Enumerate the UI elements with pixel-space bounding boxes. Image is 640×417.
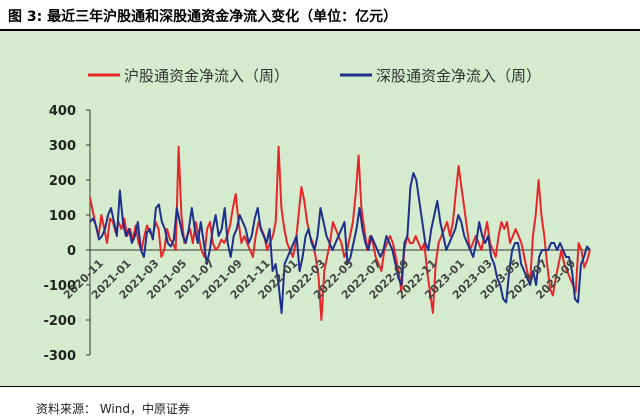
y-tick-label: 200: [49, 174, 76, 189]
title-divider: [0, 29, 640, 31]
source-note: 资料来源： Wind，中原证券: [36, 402, 190, 416]
series-line-shenzhen: [89, 172, 591, 314]
y-tick-label: -300: [43, 349, 76, 364]
y-tick-label: 0: [67, 244, 76, 259]
legend-label-shenzhen: 深股通资金净流入（周）: [376, 67, 541, 85]
y-tick-label: -200: [43, 314, 76, 329]
series-line-shanghai: [89, 145, 591, 321]
bottom-divider: [0, 386, 640, 387]
y-tick-label: 100: [49, 209, 76, 224]
y-tick-label: -100: [43, 279, 76, 294]
series-layer: [89, 145, 591, 321]
y-tick-label: 400: [49, 104, 76, 119]
line-chart: 沪股通资金净流入（周） 深股通资金净流入（周） 400 300 200 100 0 -10…: [43, 67, 591, 364]
legend-label-shanghai: 沪股通资金净流入（周）: [124, 67, 289, 85]
chart-title: 图 3: 最近三年沪股通和深股通资金净流入变化（单位：亿元）: [8, 9, 398, 25]
legend: 沪股通资金净流入（周） 深股通资金净流入（周）: [88, 67, 541, 85]
y-tick-label: 300: [49, 139, 76, 154]
y-axis-ticks: 400 300 200 100 0 -100 -200 -300: [43, 104, 90, 364]
